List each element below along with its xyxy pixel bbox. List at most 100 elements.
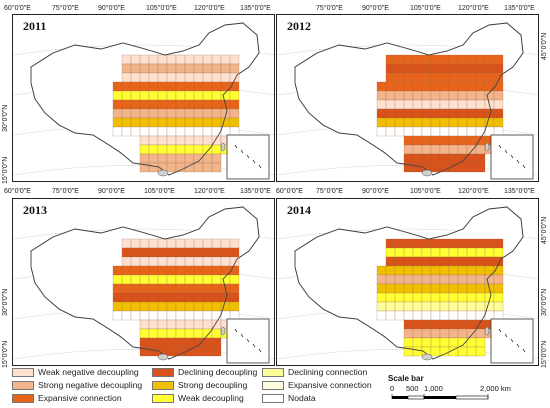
china-map (277, 206, 538, 364)
region-cell (175, 117, 186, 128)
region-cell (448, 135, 459, 146)
region-cell (376, 117, 387, 128)
region-cell (448, 283, 459, 294)
region-cell (121, 126, 132, 137)
region-cell (175, 319, 186, 330)
region-cell (376, 274, 387, 285)
region-cell (139, 328, 150, 339)
china-map (13, 22, 274, 180)
lon-tick: 120°0'0"E (458, 188, 489, 195)
region-cell (139, 337, 150, 348)
region-cell (475, 292, 486, 303)
region-cell (439, 319, 450, 330)
region-cell (376, 81, 387, 92)
region-cell (148, 283, 159, 294)
region-cell (430, 117, 441, 128)
region-cell (394, 283, 405, 294)
region-cell (211, 72, 222, 83)
region-cell (148, 256, 159, 267)
region-cell (421, 328, 432, 339)
region-cell (148, 319, 159, 330)
region-cell (166, 90, 177, 101)
region-cell (193, 256, 204, 267)
region-cell (229, 63, 240, 74)
region-cell (166, 346, 177, 357)
region-cell (175, 81, 186, 92)
region-cell (466, 319, 477, 330)
region-cell (439, 99, 450, 110)
taiwan-island (484, 326, 490, 336)
nine-dash-line-segment (252, 159, 256, 164)
lon-tick: 105°0'0"E (410, 188, 441, 195)
region-cell (220, 238, 231, 249)
region-cell (493, 247, 504, 258)
region-cell (385, 54, 396, 65)
country-border (30, 206, 260, 360)
lon-tick: 75°0'0"E (52, 188, 79, 195)
nine-dash-line-segment (498, 328, 502, 333)
region-cell (157, 72, 168, 83)
legend-item: Weak decoupling (152, 392, 244, 404)
region-cell (148, 81, 159, 92)
region-cell (202, 238, 213, 249)
legend-item: Expansive connection (262, 379, 372, 391)
region-cell (139, 108, 150, 119)
region-cell (466, 117, 477, 128)
region-cell (394, 126, 405, 137)
region-cell (175, 72, 186, 83)
region-cell (448, 256, 459, 267)
region-cell (466, 162, 477, 173)
region-cell (112, 274, 123, 285)
region-cell (211, 126, 222, 137)
region-cell (385, 108, 396, 119)
nine-dash-line-segment (510, 154, 514, 159)
region-cell (121, 265, 132, 276)
region-cell (457, 346, 468, 357)
region-cell (175, 310, 186, 321)
region-cell (139, 153, 150, 164)
region-cell (157, 117, 168, 128)
region-cell (193, 162, 204, 173)
region-cell (448, 238, 459, 249)
region-cell (157, 256, 168, 267)
region-cell (448, 153, 459, 164)
region-cell (421, 144, 432, 155)
region-cell (130, 283, 141, 294)
region-cell (130, 310, 141, 321)
region-cell (376, 310, 387, 321)
region-cell (211, 247, 222, 258)
region-cell (148, 310, 159, 321)
region-cell (166, 256, 177, 267)
lat-tick: 15°0'0"N (541, 340, 548, 368)
region-cell (202, 346, 213, 357)
region-cell (448, 117, 459, 128)
nine-dash-line-segment (510, 338, 514, 343)
region-cell (421, 283, 432, 294)
region-cell (394, 108, 405, 119)
region-cell (376, 90, 387, 101)
region-cell (121, 310, 132, 321)
region-cell (439, 63, 450, 74)
region-cell (457, 144, 468, 155)
region-cell (166, 238, 177, 249)
region-cell (394, 274, 405, 285)
region-cell (421, 337, 432, 348)
region-cell (466, 346, 477, 357)
region-cell (175, 292, 186, 303)
region-cell (130, 247, 141, 258)
region-cell (412, 301, 423, 312)
region-cell (403, 72, 414, 83)
lon-tick: 105°0'0"E (144, 188, 175, 195)
region-cell (121, 274, 132, 285)
region-cell (175, 247, 186, 258)
region-cell (184, 238, 195, 249)
nine-dash-line-segment (252, 343, 256, 348)
region-cell (439, 162, 450, 173)
region-cell (457, 328, 468, 339)
region-cell (385, 99, 396, 110)
region-cell (475, 346, 486, 357)
region-cell (484, 256, 495, 267)
region-cell (412, 328, 423, 339)
region-cell (121, 81, 132, 92)
region-cell (439, 54, 450, 65)
